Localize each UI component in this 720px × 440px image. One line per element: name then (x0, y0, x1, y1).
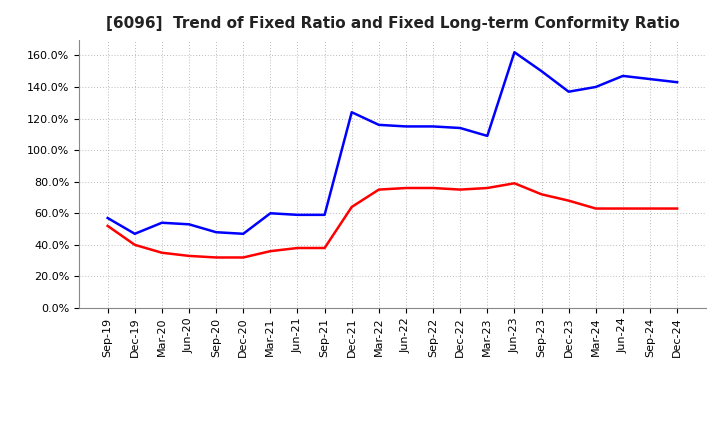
Fixed Ratio (320, 212, 329, 217)
Fixed Long-term Conformity Ratio (402, 185, 410, 191)
Fixed Long-term Conformity Ratio (348, 204, 356, 209)
Fixed Long-term Conformity Ratio (646, 206, 654, 211)
Fixed Ratio (428, 124, 437, 129)
Fixed Ratio (510, 50, 518, 55)
Fixed Long-term Conformity Ratio (212, 255, 220, 260)
Title: [6096]  Trend of Fixed Ratio and Fixed Long-term Conformity Ratio: [6096] Trend of Fixed Ratio and Fixed Lo… (106, 16, 679, 32)
Fixed Long-term Conformity Ratio (618, 206, 627, 211)
Fixed Ratio (293, 212, 302, 217)
Fixed Long-term Conformity Ratio (537, 192, 546, 197)
Fixed Ratio (158, 220, 166, 225)
Fixed Ratio (646, 77, 654, 82)
Fixed Long-term Conformity Ratio (104, 223, 112, 228)
Fixed Ratio (239, 231, 248, 236)
Fixed Ratio (591, 84, 600, 90)
Fixed Long-term Conformity Ratio (564, 198, 573, 203)
Fixed Ratio (212, 230, 220, 235)
Fixed Ratio (672, 80, 681, 85)
Fixed Long-term Conformity Ratio (185, 253, 194, 259)
Fixed Ratio (402, 124, 410, 129)
Line: Fixed Ratio: Fixed Ratio (108, 52, 677, 234)
Fixed Ratio (130, 231, 139, 236)
Fixed Ratio (104, 215, 112, 220)
Fixed Long-term Conformity Ratio (591, 206, 600, 211)
Fixed Long-term Conformity Ratio (510, 181, 518, 186)
Fixed Ratio (266, 211, 275, 216)
Fixed Ratio (348, 110, 356, 115)
Fixed Ratio (456, 125, 464, 131)
Fixed Long-term Conformity Ratio (428, 185, 437, 191)
Fixed Long-term Conformity Ratio (374, 187, 383, 192)
Fixed Long-term Conformity Ratio (483, 185, 492, 191)
Fixed Long-term Conformity Ratio (456, 187, 464, 192)
Fixed Long-term Conformity Ratio (130, 242, 139, 247)
Fixed Ratio (374, 122, 383, 128)
Fixed Long-term Conformity Ratio (320, 246, 329, 251)
Fixed Long-term Conformity Ratio (239, 255, 248, 260)
Fixed Ratio (185, 222, 194, 227)
Fixed Long-term Conformity Ratio (672, 206, 681, 211)
Line: Fixed Long-term Conformity Ratio: Fixed Long-term Conformity Ratio (108, 183, 677, 257)
Fixed Ratio (618, 73, 627, 79)
Fixed Long-term Conformity Ratio (158, 250, 166, 255)
Fixed Long-term Conformity Ratio (293, 246, 302, 251)
Fixed Ratio (483, 133, 492, 139)
Fixed Long-term Conformity Ratio (266, 249, 275, 254)
Fixed Ratio (537, 69, 546, 74)
Fixed Ratio (564, 89, 573, 94)
